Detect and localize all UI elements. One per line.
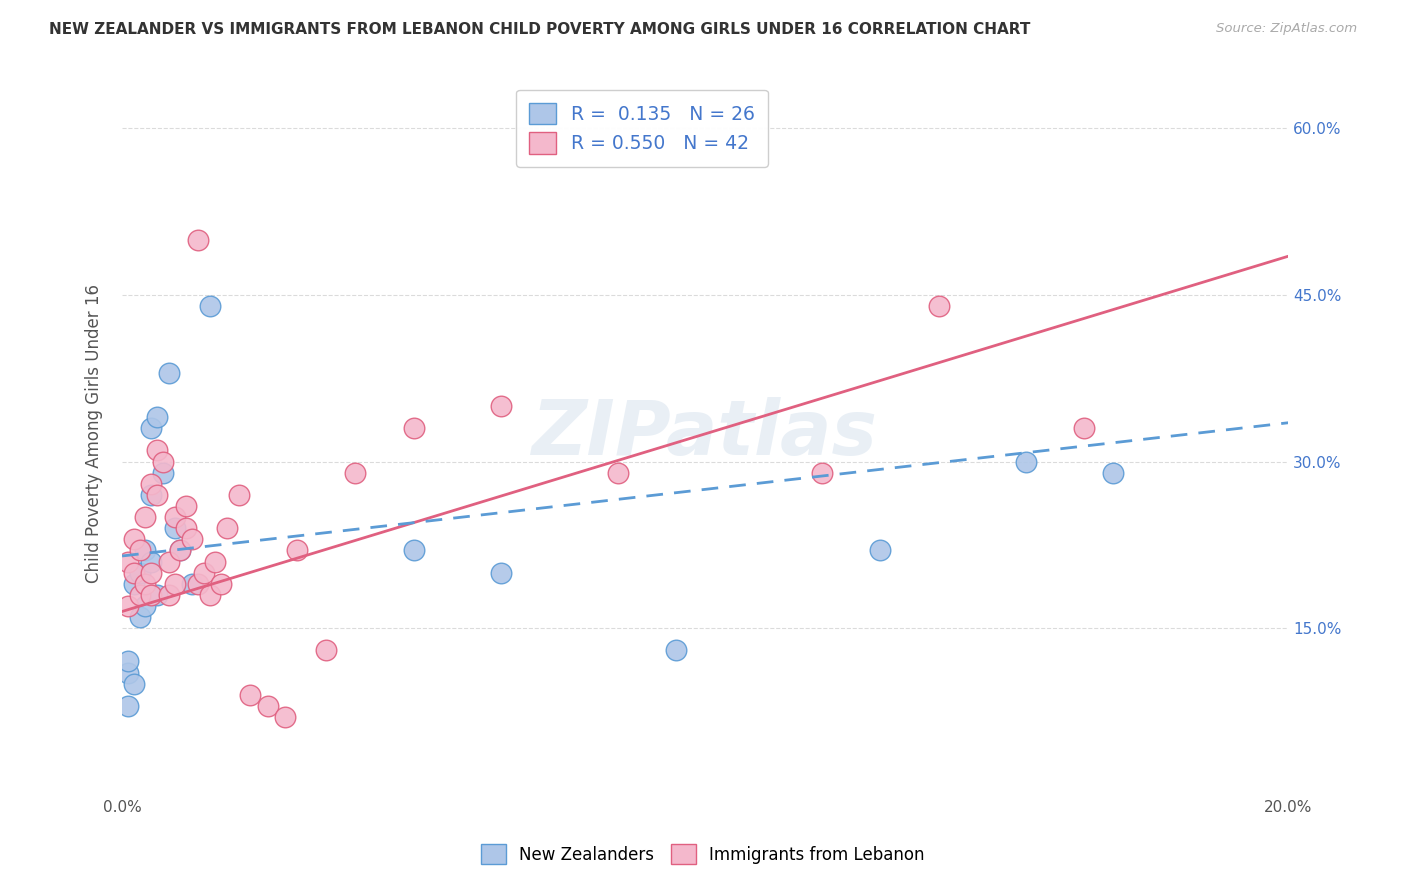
Point xyxy=(157,366,180,380)
Point xyxy=(141,566,163,580)
Point xyxy=(489,566,512,580)
Point xyxy=(1102,466,1125,480)
Point xyxy=(141,555,163,569)
Point xyxy=(146,488,169,502)
Text: NEW ZEALANDER VS IMMIGRANTS FROM LEBANON CHILD POVERTY AMONG GIRLS UNDER 16 CORR: NEW ZEALANDER VS IMMIGRANTS FROM LEBANON… xyxy=(49,22,1031,37)
Point xyxy=(187,233,209,247)
Point xyxy=(1015,454,1038,468)
Point xyxy=(146,410,169,425)
Point xyxy=(204,555,226,569)
Point xyxy=(128,610,150,624)
Point xyxy=(122,533,145,547)
Point xyxy=(665,643,688,657)
Point xyxy=(274,710,297,724)
Point xyxy=(117,698,139,713)
Point xyxy=(344,466,367,480)
Point xyxy=(128,543,150,558)
Point xyxy=(1073,421,1095,435)
Point xyxy=(122,576,145,591)
Point xyxy=(152,454,174,468)
Point xyxy=(315,643,337,657)
Point xyxy=(163,510,186,524)
Point xyxy=(181,533,204,547)
Text: Source: ZipAtlas.com: Source: ZipAtlas.com xyxy=(1216,22,1357,36)
Point xyxy=(489,399,512,413)
Point xyxy=(228,488,250,502)
Point xyxy=(257,698,280,713)
Legend: New Zealanders, Immigrants from Lebanon: New Zealanders, Immigrants from Lebanon xyxy=(474,838,932,871)
Point xyxy=(239,688,262,702)
Point xyxy=(174,499,197,513)
Point xyxy=(215,521,238,535)
Point xyxy=(163,521,186,535)
Point xyxy=(606,466,628,480)
Legend: R =  0.135   N = 26, R = 0.550   N = 42: R = 0.135 N = 26, R = 0.550 N = 42 xyxy=(516,89,768,167)
Point xyxy=(141,488,163,502)
Point xyxy=(402,543,425,558)
Point xyxy=(811,466,834,480)
Point xyxy=(209,576,232,591)
Point xyxy=(128,588,150,602)
Point xyxy=(193,566,215,580)
Point xyxy=(157,588,180,602)
Point xyxy=(869,543,891,558)
Y-axis label: Child Poverty Among Girls Under 16: Child Poverty Among Girls Under 16 xyxy=(86,285,103,583)
Point xyxy=(141,588,163,602)
Point xyxy=(402,421,425,435)
Text: ZIPatlas: ZIPatlas xyxy=(533,397,879,471)
Point xyxy=(117,599,139,613)
Point xyxy=(928,299,950,313)
Point xyxy=(187,576,209,591)
Point xyxy=(117,665,139,680)
Point xyxy=(198,588,221,602)
Point xyxy=(152,466,174,480)
Point xyxy=(141,421,163,435)
Point xyxy=(157,555,180,569)
Point xyxy=(174,521,197,535)
Point xyxy=(141,476,163,491)
Point xyxy=(181,576,204,591)
Point xyxy=(169,543,191,558)
Point xyxy=(134,576,156,591)
Point xyxy=(128,566,150,580)
Point xyxy=(198,299,221,313)
Point xyxy=(117,555,139,569)
Point xyxy=(134,510,156,524)
Point xyxy=(134,543,156,558)
Point xyxy=(146,588,169,602)
Point xyxy=(122,676,145,690)
Point xyxy=(169,543,191,558)
Point xyxy=(117,655,139,669)
Point xyxy=(285,543,308,558)
Point xyxy=(122,566,145,580)
Point xyxy=(134,599,156,613)
Point xyxy=(163,576,186,591)
Point xyxy=(146,443,169,458)
